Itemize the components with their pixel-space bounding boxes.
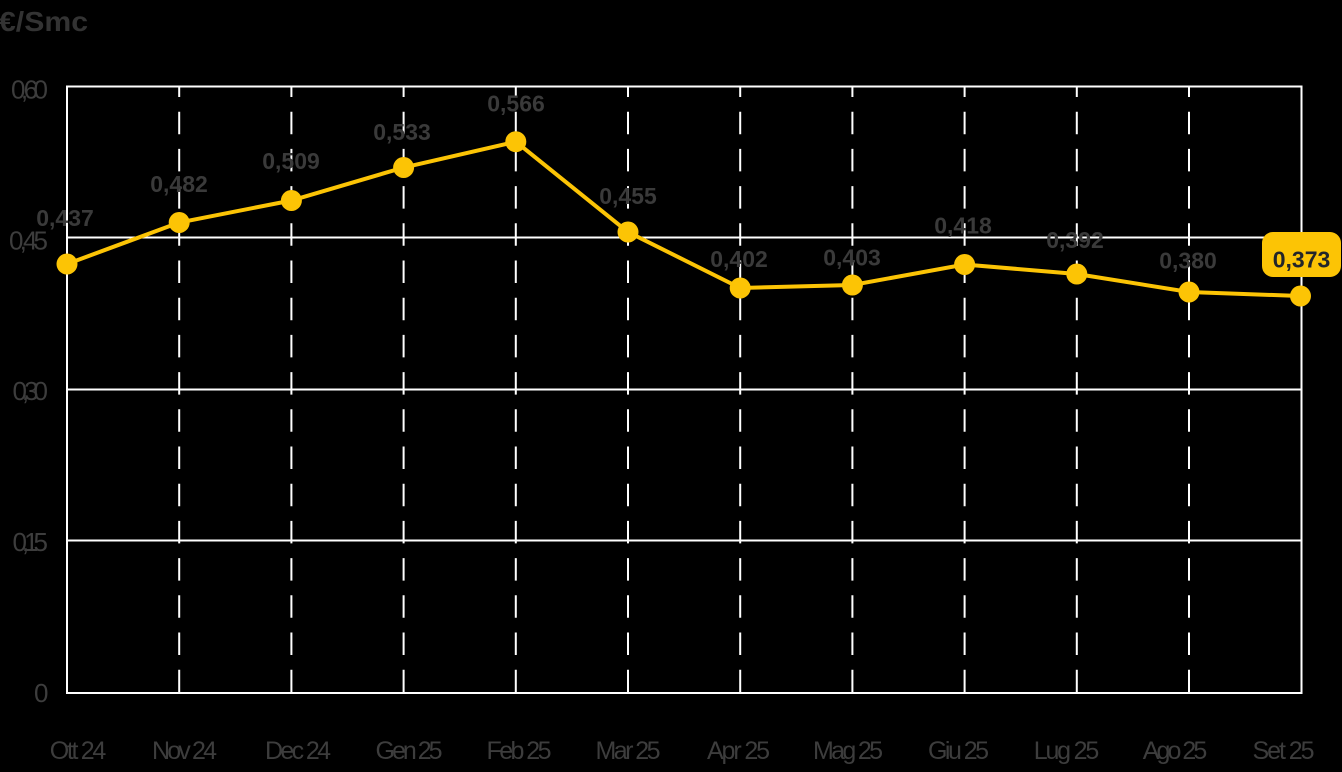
svg-text:Feb 25: Feb 25 <box>487 737 552 765</box>
svg-text:0,373: 0,373 <box>1273 247 1331 273</box>
svg-text:0,455: 0,455 <box>599 183 657 209</box>
svg-text:Set 25: Set 25 <box>1253 737 1315 765</box>
svg-text:Gen 25: Gen 25 <box>376 737 443 765</box>
svg-text:Mar 25: Mar 25 <box>596 737 661 765</box>
svg-text:Ago 25: Ago 25 <box>1143 737 1208 765</box>
svg-text:0,380: 0,380 <box>1159 248 1217 274</box>
svg-text:0,30: 0,30 <box>13 376 49 406</box>
svg-text:€/Smc: €/Smc <box>0 6 88 37</box>
svg-text:0,392: 0,392 <box>1046 227 1104 253</box>
svg-text:Mag 25: Mag 25 <box>813 737 883 765</box>
svg-text:0,418: 0,418 <box>934 213 992 239</box>
svg-text:0,437: 0,437 <box>36 205 94 231</box>
svg-text:0: 0 <box>34 678 48 708</box>
svg-text:Nov 24: Nov 24 <box>152 737 217 765</box>
svg-text:0,15: 0,15 <box>13 527 49 557</box>
svg-text:0,566: 0,566 <box>487 91 545 117</box>
svg-text:Apr 25: Apr 25 <box>707 737 770 765</box>
svg-text:0,403: 0,403 <box>823 245 881 271</box>
svg-text:Dec 24: Dec 24 <box>265 737 331 765</box>
svg-text:0,509: 0,509 <box>262 148 320 174</box>
svg-text:0,533: 0,533 <box>373 119 431 145</box>
svg-text:Lug 25: Lug 25 <box>1034 737 1100 765</box>
svg-text:0,60: 0,60 <box>11 75 48 105</box>
svg-text:Giu 25: Giu 25 <box>928 737 989 765</box>
svg-text:Ott 24: Ott 24 <box>50 737 107 765</box>
svg-text:0,482: 0,482 <box>150 171 208 197</box>
svg-text:0,402: 0,402 <box>710 246 768 272</box>
svg-text:0,45: 0,45 <box>9 226 48 256</box>
